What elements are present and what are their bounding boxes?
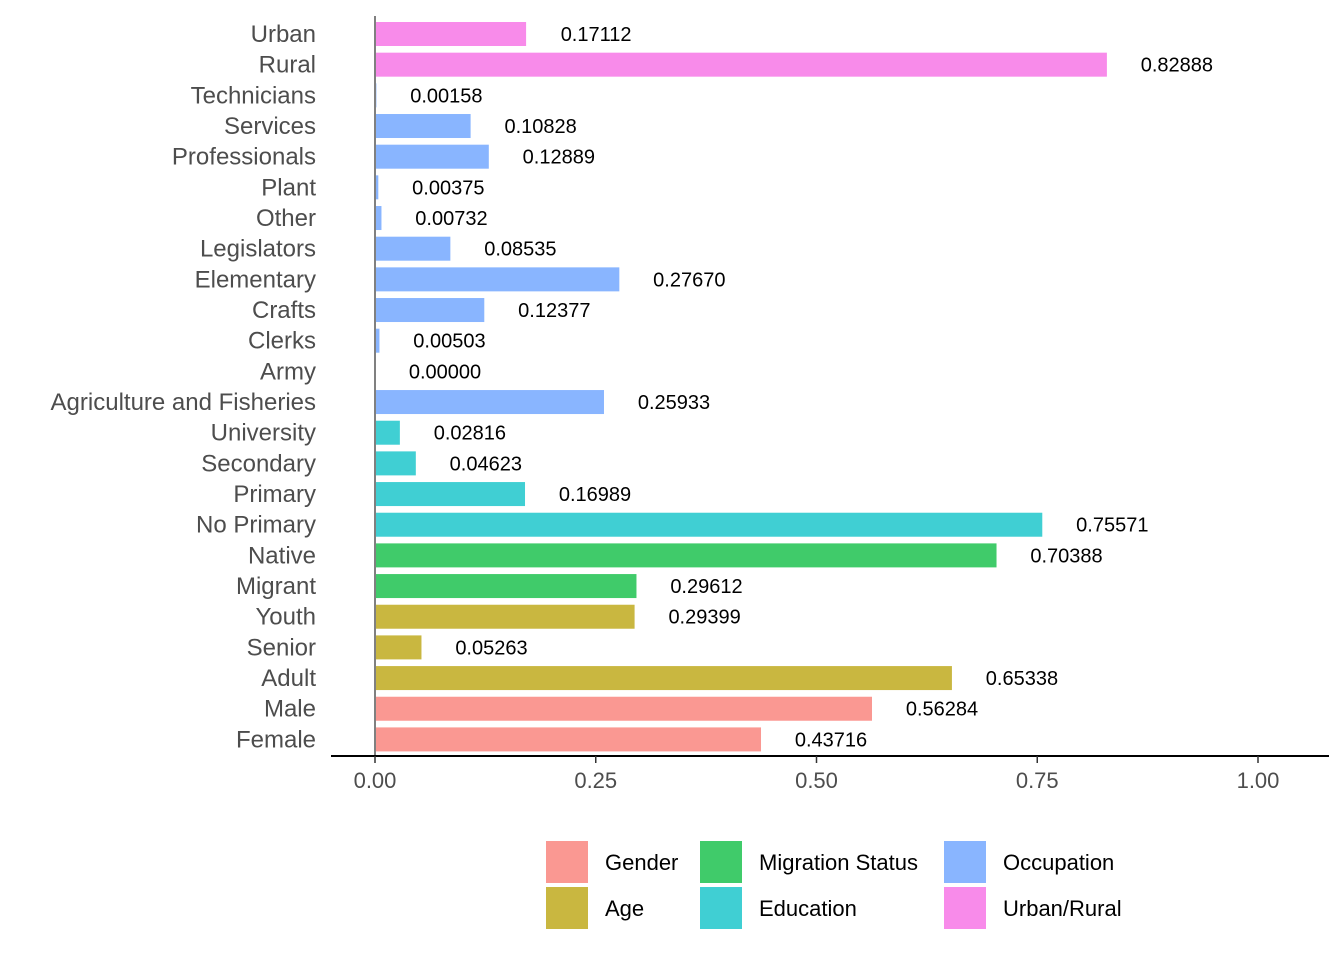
category-label: Rural (259, 52, 316, 79)
bars-layer (375, 22, 1107, 752)
value-label: 0.17112 (561, 24, 632, 46)
legend-key (944, 841, 986, 883)
legend-key (700, 887, 742, 929)
category-label: Agriculture and Fisheries (51, 389, 316, 416)
category-label: Adult (261, 665, 316, 692)
value-label: 0.12889 (523, 147, 595, 169)
bar (375, 482, 526, 507)
value-label: 0.00503 (413, 331, 485, 353)
legend-label: Urban/Rural (1003, 896, 1122, 921)
bar (375, 635, 422, 660)
legend-key (546, 841, 588, 883)
category-label: Other (256, 205, 316, 232)
category-label: Elementary (195, 266, 316, 293)
category-label: Migrant (236, 573, 316, 600)
bar (375, 298, 485, 323)
category-label: Legislators (200, 236, 316, 263)
bar (375, 420, 400, 445)
legend-key (546, 887, 588, 929)
value-label: 0.05263 (455, 637, 527, 659)
value-label: 0.27670 (653, 269, 725, 291)
value-label: 0.08535 (484, 239, 556, 261)
bar (375, 512, 1043, 537)
x-tick-label: 0.75 (1016, 768, 1059, 793)
value-label: 0.29399 (668, 607, 740, 629)
bar (375, 114, 471, 139)
bar (375, 543, 997, 568)
bar (375, 574, 637, 599)
category-label: Youth (255, 604, 316, 631)
category-label: Army (260, 358, 316, 385)
bar (375, 328, 380, 353)
legend-label: Gender (605, 850, 678, 875)
bar (375, 206, 382, 231)
category-label: Female (236, 726, 316, 753)
value-label: 0.12377 (518, 300, 590, 322)
legend-label: Occupation (1003, 850, 1114, 875)
value-label: 0.65338 (986, 668, 1058, 690)
category-label: Secondary (201, 450, 316, 477)
value-label: 0.56284 (906, 699, 978, 721)
value-labels: 0.17112 0.82888 0.00158 0.10828 0.12889 0.003… (409, 24, 1213, 751)
category-label: Services (224, 113, 316, 140)
value-label: 0.70388 (1030, 545, 1102, 567)
value-label: 0.04623 (450, 453, 522, 475)
category-label: University (211, 420, 316, 447)
value-label: 0.00158 (410, 85, 482, 107)
x-axis-ticks: 0.00 0.25 0.50 0.75 1.00 (354, 756, 1280, 793)
bar (375, 604, 635, 629)
category-label: Clerks (248, 328, 316, 355)
legend: Gender Age Migration Status Education Occupa… (546, 841, 1122, 929)
category-label: Senior (247, 634, 316, 661)
bar (375, 727, 762, 752)
legend-key (700, 841, 742, 883)
legend-label: Migration Status (759, 850, 918, 875)
value-label: 0.16989 (559, 484, 631, 506)
bar (375, 22, 527, 46)
value-label: 0.00732 (415, 208, 487, 230)
value-label: 0.10828 (504, 116, 576, 138)
value-label: 0.43716 (795, 729, 867, 751)
bar (375, 666, 952, 691)
value-label: 0.75571 (1076, 515, 1148, 537)
category-label: Plant (261, 174, 316, 201)
bar (375, 696, 872, 721)
category-label: No Primary (196, 512, 316, 539)
x-tick-label: 1.00 (1237, 768, 1280, 793)
category-label: Crafts (252, 297, 316, 324)
value-label: 0.25933 (638, 392, 710, 414)
bar (375, 236, 451, 261)
value-label: 0.82888 (1141, 55, 1213, 77)
category-label: Professionals (172, 144, 316, 171)
value-label: 0.00000 (409, 361, 481, 383)
x-tick-label: 0.50 (795, 768, 838, 793)
legend-label: Age (605, 896, 644, 921)
bar (375, 144, 489, 169)
bar (375, 267, 620, 292)
category-labels: Urban Rural Technicians Services Professiona… (51, 21, 317, 753)
legend-label: Education (759, 896, 857, 921)
category-label: Native (248, 542, 316, 569)
category-label: Urban (251, 21, 316, 48)
value-label: 0.29612 (670, 576, 742, 598)
category-label: Primary (233, 481, 316, 508)
category-label: Technicians (191, 82, 316, 109)
category-label: Male (264, 696, 316, 723)
value-label: 0.00375 (412, 177, 484, 199)
bar (375, 52, 1107, 77)
x-tick-label: 0.25 (574, 768, 617, 793)
bar (375, 451, 416, 476)
bar (375, 175, 379, 200)
bar (375, 390, 604, 415)
legend-key (944, 887, 986, 929)
value-label: 0.02816 (434, 423, 506, 445)
x-tick-label: 0.00 (354, 768, 397, 793)
